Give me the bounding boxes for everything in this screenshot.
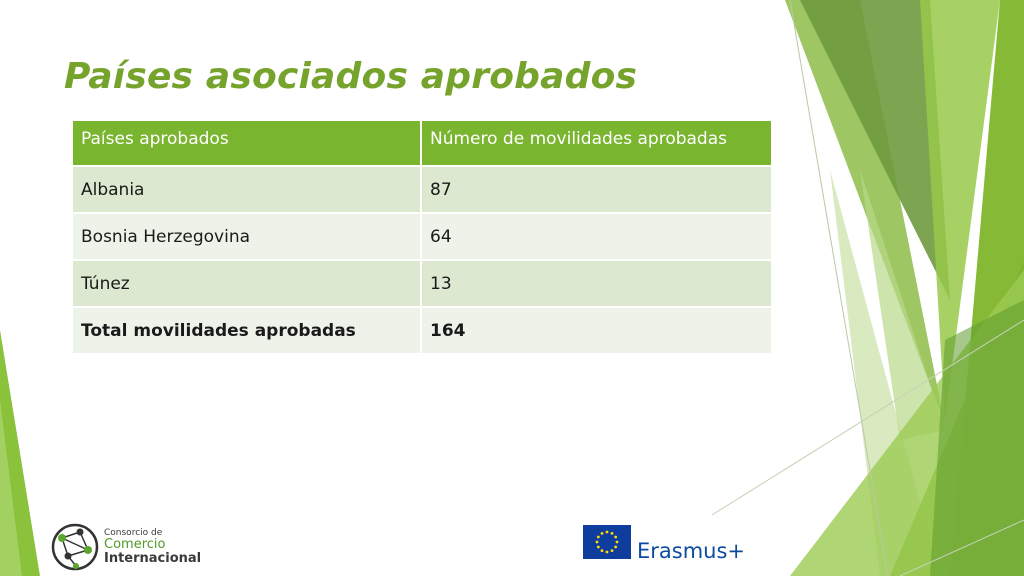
- eu-star: [614, 535, 618, 539]
- table-row: Albania 87: [73, 165, 773, 213]
- logo-line-1: Consorcio de: [104, 528, 163, 538]
- total-label-cell: Total movilidades aprobadas: [73, 306, 422, 353]
- eu-star: [595, 540, 599, 544]
- total-row: Total movilidades aprobadas 164: [73, 306, 773, 353]
- eu-star: [605, 530, 609, 534]
- network-globe-icon: [51, 523, 99, 571]
- erasmus-logo: Erasmus+: [583, 523, 753, 563]
- table-header-row: Países aprobados Número de movilidades a…: [73, 121, 773, 166]
- count-cell: 87: [421, 165, 773, 213]
- eu-star: [605, 550, 609, 554]
- erasmus-plus-wordmark: Erasmus+: [637, 539, 746, 563]
- consorcio-logo: Consorcio de Comercio Internacional: [50, 522, 201, 572]
- header-countries: Países aprobados: [73, 121, 422, 166]
- eu-star: [610, 549, 614, 553]
- slide-title: Países asociados aprobados: [64, 56, 638, 97]
- total-value-cell: 164: [421, 306, 773, 353]
- table-row: Bosnia Herzegovina 64: [73, 212, 773, 260]
- header-mobility-count: Número de movilidades aprobadas: [421, 121, 773, 166]
- approved-countries-table: Países aprobados Número de movilidades a…: [73, 121, 773, 353]
- table-row: Túnez 13: [73, 259, 773, 307]
- eu-star: [600, 531, 604, 535]
- consorcio-logo-text: Consorcio de Comercio Internacional: [104, 528, 201, 566]
- country-cell: Túnez: [73, 259, 422, 307]
- logo-line-3: Internacional: [104, 551, 202, 566]
- count-cell: 64: [421, 212, 773, 260]
- logo-line-2: Comercio: [104, 537, 166, 552]
- eu-star: [610, 531, 614, 535]
- eu-star: [615, 540, 619, 544]
- eu-star: [596, 535, 600, 539]
- eu-star: [614, 545, 618, 549]
- country-cell: Albania: [73, 165, 422, 213]
- eu-star: [600, 549, 604, 553]
- country-cell: Bosnia Herzegovina: [73, 212, 422, 260]
- eu-flag-icon: [583, 525, 631, 559]
- count-cell: 13: [421, 259, 773, 307]
- eu-star: [596, 545, 600, 549]
